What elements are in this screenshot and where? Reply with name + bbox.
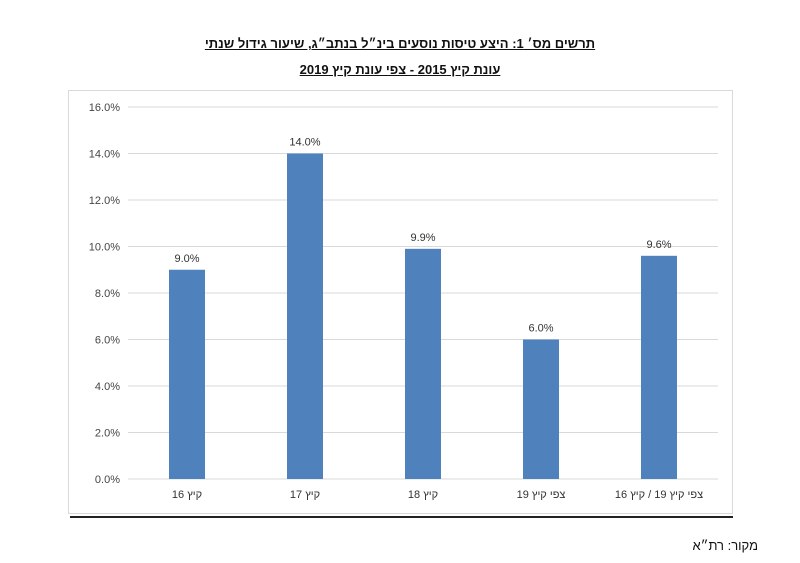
y-tick-label: 4.0% [95,381,120,393]
data-label: 14.0% [289,137,320,149]
y-tick-label: 8.0% [95,288,120,300]
x-tick-label: קיץ 18 [408,489,438,501]
bar [523,339,559,479]
x-tick-label: צפי קיץ 19 [517,489,566,501]
chart-title: תרשים מס׳ 1: היצע טיסות נוסעים בינ״ל בנת… [204,36,596,51]
chart-frame [68,90,733,514]
data-label: 9.9% [410,232,435,244]
chart-subtitle: עונת קיץ 2015 - צפי עונת קיץ 2019 [299,62,501,77]
x-tick-label: צפי קיץ 19 / קיץ 16 [615,489,703,501]
bar [169,269,205,479]
y-tick-label: 10.0% [89,242,120,254]
source-note: מקור: רת״א [692,538,758,553]
y-tick-label: 6.0% [95,335,120,347]
x-tick-label: קיץ 17 [290,489,320,501]
bar [287,153,323,479]
y-tick-label: 12.0% [89,195,120,207]
bottom-rule [70,516,733,518]
bar [641,255,677,479]
y-tick-label: 14.0% [89,149,120,161]
data-label: 6.0% [528,323,553,335]
data-label: 9.0% [174,253,199,265]
y-tick-label: 2.0% [95,428,120,440]
bar [405,248,441,479]
x-tick-label: קיץ 16 [172,489,202,501]
y-tick-label: 0.0% [95,474,120,486]
data-label: 9.6% [646,239,671,251]
y-tick-label: 16.0% [89,102,120,114]
